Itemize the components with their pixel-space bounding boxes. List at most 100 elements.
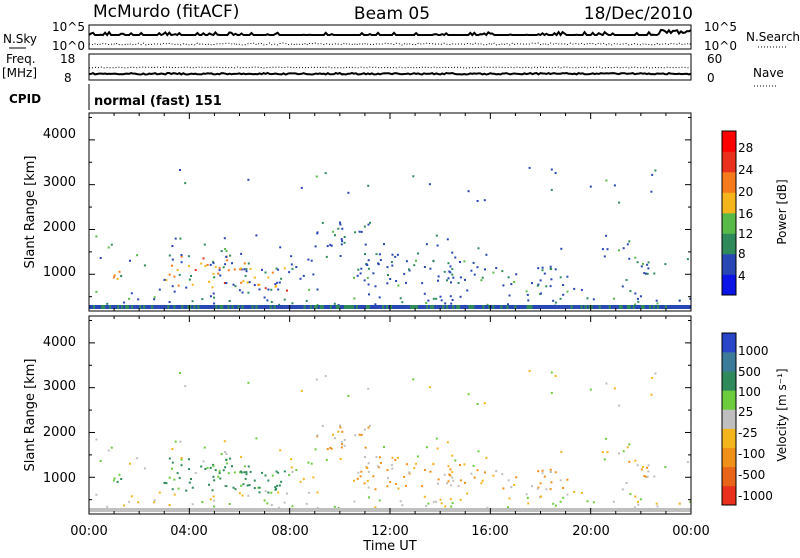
vel-cell: [387, 477, 389, 479]
vel-cell: [168, 476, 171, 479]
power-cell: [173, 275, 176, 278]
power-cell: [180, 254, 183, 256]
power-ground-cell: [245, 305, 248, 309]
vel-cell: [326, 448, 329, 451]
power-ground-cell: [203, 305, 206, 309]
power-ground-cell: [253, 305, 256, 309]
vel-cell: [209, 498, 212, 501]
vel-cell: [605, 437, 608, 440]
vel-ground-cell: [183, 508, 186, 512]
vel-ground-cell: [616, 508, 619, 512]
vel-cbar-tick-minus25: -25: [738, 426, 758, 440]
power-ground-cell: [171, 305, 174, 309]
vel-ground-cell: [283, 508, 286, 512]
vel-ground-cell: [315, 508, 318, 512]
date-title: 18/Dec/2010: [584, 4, 693, 24]
power-cell: [290, 255, 293, 258]
vel-cbar-tick-500: 500: [738, 365, 761, 379]
vel-cell: [204, 468, 207, 470]
vel-cell: [353, 500, 356, 503]
power-cell: [481, 276, 484, 279]
power-cell: [213, 302, 216, 305]
vel-cell: [225, 458, 228, 461]
power-ground-cell: [239, 305, 242, 309]
vel-ground-cell: [233, 508, 236, 512]
vel-ground-cell: [620, 508, 623, 512]
vel-cell: [267, 491, 270, 494]
vel-ground-cell: [341, 508, 344, 512]
power-ground-cell: [223, 305, 226, 309]
power-cell: [110, 243, 113, 246]
vel-ground-cell: [498, 508, 501, 512]
power-cell: [397, 284, 400, 287]
vel-ground-cell: [488, 508, 491, 512]
vel-ground-cell: [572, 508, 575, 512]
vel-cell: [432, 500, 435, 503]
vel-ground-cell: [520, 508, 523, 512]
vel-cell: [224, 466, 227, 469]
vel-cell: [176, 472, 179, 475]
velocity-scatter: [89, 369, 692, 513]
power-cell: [391, 264, 394, 267]
velocity-frame: [88, 315, 692, 515]
vel-ground-cell: [271, 508, 274, 512]
power-cell: [226, 259, 229, 262]
vel-cell: [621, 488, 624, 491]
power-cell: [476, 200, 479, 202]
vel-cell: [605, 382, 608, 385]
vel-cell: [341, 430, 344, 433]
vel-cell: [642, 465, 644, 468]
vel-cell: [447, 480, 450, 483]
power-cell: [353, 297, 356, 300]
power-cell: [240, 252, 243, 255]
vel-ground-cell: [570, 508, 573, 512]
vel-cell: [112, 479, 115, 482]
vel-cell: [383, 446, 385, 449]
nave-tick-top: 60: [707, 52, 722, 66]
power-cell: [330, 244, 333, 247]
vel-cell: [316, 434, 319, 437]
vel-ground-cell: [634, 508, 637, 512]
vel-cell: [450, 505, 453, 508]
vel-ground-cell: [516, 508, 519, 512]
power-cell: [566, 275, 569, 278]
power-cell: [549, 265, 552, 268]
power-cell: [405, 260, 408, 263]
vel-cbar-swatch: [722, 352, 736, 372]
vel-ground-cell: [349, 508, 353, 512]
power-cell: [531, 282, 533, 285]
vel-cell: [249, 470, 252, 473]
power-ground-cell: [380, 305, 383, 309]
power-cell: [116, 277, 119, 280]
vel-ground-cell: [428, 508, 431, 512]
vel-cell: [513, 484, 516, 486]
vel-ground-cell: [337, 508, 340, 512]
vel-cell: [646, 466, 649, 469]
vel-cell: [539, 482, 542, 485]
vel-cell: [636, 500, 639, 503]
power-ground-cell: [319, 305, 322, 309]
power-ground-cell: [117, 305, 120, 309]
power-ground-cell: [466, 305, 469, 309]
power-ytick-3000: 3000: [43, 175, 76, 190]
power-ground-cell: [626, 305, 629, 309]
power-cell: [436, 244, 439, 247]
power-ground-cell: [494, 305, 497, 309]
power-ground-cell: [109, 305, 112, 309]
vel-cbar-tick-1000: 1000: [738, 344, 769, 358]
power-cell: [646, 263, 649, 266]
power-ground-cell: [414, 305, 417, 309]
power-ground-cell: [243, 305, 246, 309]
power-cell: [240, 281, 243, 284]
vel-ground-cell: [317, 508, 320, 512]
vel-cell: [508, 497, 511, 500]
freq-unit: [MHz]: [2, 66, 37, 80]
power-ground-cell: [608, 305, 611, 309]
power-ground-cell: [392, 305, 395, 309]
vel-ground-cell: [319, 508, 322, 512]
vel-cell: [315, 378, 318, 381]
power-ground-cell: [235, 305, 238, 309]
power-cell: [136, 254, 139, 257]
power-cell: [539, 293, 541, 296]
power-ground-cell: [450, 305, 453, 309]
